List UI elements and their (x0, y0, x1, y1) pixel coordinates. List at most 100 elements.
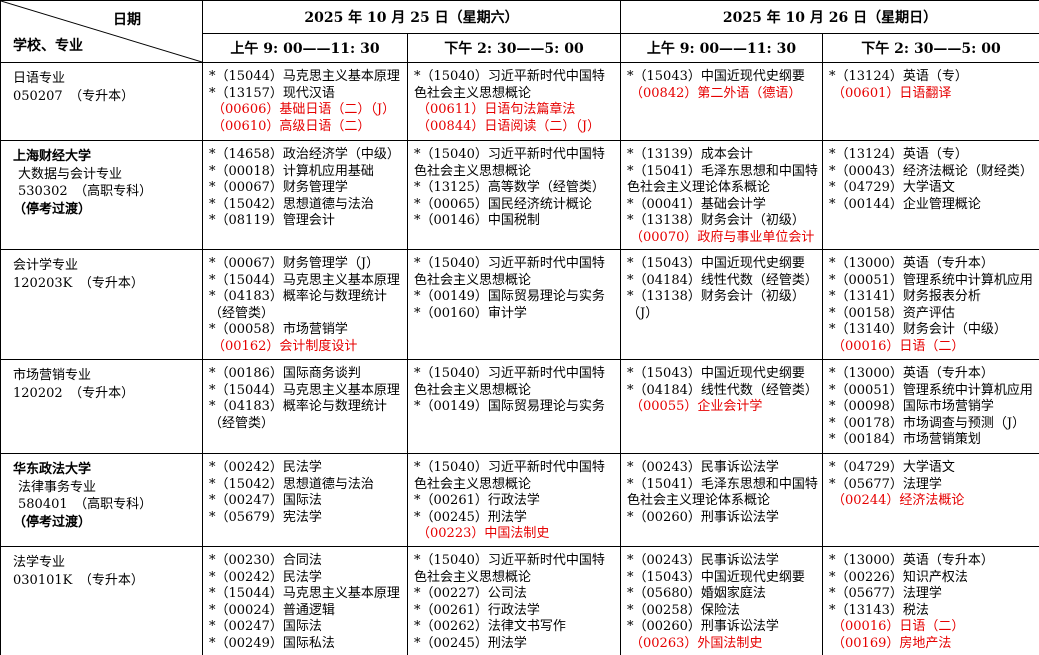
corner-school-label: 学校、专业 (13, 38, 83, 54)
course-entry: （00244）经济法概论 (832, 493, 965, 508)
course-entry: *（00149）国际贸易理论与实务 (414, 399, 605, 414)
major-label-line: 法学专业 (13, 555, 66, 570)
course-cell: *（15043）中国近现代史纲要 *（04184）线性代数（经管类） （00055）… (620, 359, 823, 454)
course-entry: *（04729）大学语文 (829, 460, 955, 475)
course-entry: *（13138）财务会计（初级）（J） (627, 289, 805, 321)
course-entry: *（15041）毛泽东思想和中国特色社会主义理论体系概论 (627, 476, 818, 509)
major-label-line: （停考过渡） (13, 201, 92, 217)
course-entry: *（00144）企业管理概论 (829, 196, 981, 212)
course-entry: *（15043）中国近现代史纲要 (627, 366, 805, 381)
major-label-line: （停考过渡） (13, 514, 92, 530)
course-entry: *（00041）基础会计学 (627, 196, 766, 212)
major-label-line: 530302 （高职专科） (18, 184, 153, 199)
course-entry: （00601）日语翻译 (832, 85, 952, 101)
course-cell: *（15040）习近平新时代中国特色社会主义思想概论 *（00149）国际贸易理论… (407, 249, 621, 360)
session-header-sat-am: 上午 9: 00——11: 30 (202, 33, 408, 63)
course-entry: *（00158）资产评估 (829, 305, 955, 321)
course-entry: （00223）中国法制史 (417, 526, 550, 541)
course-entry: *（00247）国际法 (209, 493, 322, 508)
course-entry: （00606）基础日语（二）（J） (212, 102, 396, 117)
course-entry: *（15040）习近平新时代中国特色社会主义思想概论 (414, 460, 605, 492)
course-entry: *（15044）马克思主义基本原理 (209, 272, 400, 288)
table-row: 法学专业 030101K （专升本） *（00230）合同法 *（00242）民法学 *… (0, 546, 1039, 655)
course-entry: *（00260）刑事诉讼法学 (627, 619, 779, 634)
course-entry: *（15042）思想道德与法治 (209, 476, 374, 492)
course-entry: *（05680）婚姻家庭法 (627, 586, 766, 601)
major-label-line: 030101K （专升本） (13, 572, 144, 588)
table-header: 日期 学校、专业 2025 年 10 月 25 日（星期六） 2025 年 10… (0, 0, 1039, 63)
major-label-line: 050207 （专升本） (13, 88, 135, 104)
course-entry: *（13000）英语（专升本） (829, 366, 994, 381)
course-cell: *（13124）英语（专） （00601）日语翻译 (822, 62, 1039, 141)
session-header-sun-am: 上午 9: 00——11: 30 (620, 33, 823, 63)
course-entry: *（15042）思想道德与法治 (209, 196, 374, 212)
table-row: 会计学专业 120203K （专升本） *（00067）财务管理学（J） *（1504… (0, 249, 1039, 360)
major-label-line: 上海财经大学 (13, 149, 92, 164)
corner-date-label: 日期 (113, 12, 141, 28)
course-entry: （00016）日语（二） (832, 619, 965, 634)
course-entry: *（00058）市场营销学 (209, 322, 348, 337)
table-row: 上海财经大学 大数据与会计专业 530302 （高职专科） （停考过渡） *（14658… (0, 140, 1039, 250)
course-entry: *（15044）马克思主义基本原理 (209, 69, 400, 84)
course-entry: *（15044）马克思主义基本原理 (209, 382, 400, 398)
course-entry: *（00242）民法学 (209, 569, 322, 585)
course-entry: *（00043）经济法概论（财经类） (829, 163, 1033, 179)
course-entry: *（04183）概率论与数理统计（经管类） (209, 399, 387, 431)
course-entry: （00844）日语阅读（二）（J） (417, 118, 601, 134)
course-entry: *（00249）国际私法 (209, 635, 335, 651)
course-cell: *（13000）英语（专升本） *（00226）知识产权法 *（05677）法理学 *… (822, 546, 1039, 655)
course-cell: *（14658）政治经济学（中级） *（00018）计算机应用基础 *（00067）… (202, 140, 408, 250)
course-cell: *（15043）中国近现代史纲要 （00842）第二外语（德语） (620, 62, 823, 141)
course-cell: *（13139）成本会计 *（15041）毛泽东思想和中国特色社会主义理论体系概论… (620, 140, 823, 250)
course-entry: *（15043）中国近现代史纲要 (627, 256, 805, 271)
course-cell: *（15044）马克思主义基本原理 *（13157）现代汉语 （00606）基础日语… (202, 62, 408, 141)
course-cell: *（00243）民事诉讼法学 *（15041）毛泽东思想和中国特色社会主义理论体系… (620, 453, 823, 547)
course-entry: *（00149）国际贸易理论与实务 (414, 289, 605, 304)
course-entry: *（00146）中国税制 (414, 213, 540, 228)
diagonal-divider-line (1, 1, 202, 62)
major-label-cell: 上海财经大学 大数据与会计专业 530302 （高职专科） （停考过渡） (0, 140, 203, 250)
course-entry: *（15041）毛泽东思想和中国特色社会主义理论体系概论 (627, 163, 818, 196)
course-entry: *（00258）保险法 (627, 602, 740, 618)
course-entry: *（15043）中国近现代史纲要 (627, 569, 805, 585)
course-entry: *（04183）概率论与数理统计（经管类） (209, 289, 387, 321)
course-entry: （00016）日语（二） (832, 338, 965, 354)
course-entry: *（13143）税法 (829, 602, 929, 618)
course-cell: *（13000）英语（专升本） *（00051）管理系统中计算机应用 *（13141… (822, 249, 1039, 360)
course-entry: *（05679）宪法学 (209, 509, 322, 525)
course-entry: *（00067）财务管理学 (209, 180, 348, 195)
table-row: 市场营销专业 120202 （专升本） *（00186）国际商务谈判 *（15044）… (0, 359, 1039, 454)
major-label-line: 华东政法大学 (13, 462, 92, 477)
course-entry: *（00261）行政法学 (414, 493, 540, 508)
course-entry: *（13124）英语（专） (829, 69, 968, 84)
course-entry: *（15040）习近平新时代中国特色社会主义思想概论 (414, 69, 605, 101)
course-entry: *（13138）财务会计（初级） (627, 213, 805, 228)
session-header-sat-pm: 下午 2: 30——5: 00 (407, 33, 621, 63)
date-header-saturday: 2025 年 10 月 25 日（星期六） (202, 0, 621, 34)
course-cell: *（00186）国际商务谈判 *（15044）马克思主义基本原理 *（04183）概… (202, 359, 408, 454)
course-entry: *（15044）马克思主义基本原理 (209, 586, 400, 601)
course-entry: *（00227）公司法 (414, 586, 527, 601)
course-entry: *（00226）知识产权法 (829, 569, 968, 585)
course-entry: *（00243）民事诉讼法学 (627, 460, 779, 475)
course-cell: *（15040）习近平新时代中国特色社会主义思想概论 *（00149）国际贸易理论… (407, 359, 621, 454)
date-header-sunday: 2025 年 10 月 26 日（星期日） (620, 0, 1039, 34)
course-entry: *（15040）习近平新时代中国特色社会主义思想概论 (414, 553, 605, 585)
course-entry: *（00018）计算机应用基础 (209, 163, 374, 179)
course-entry: *（00186）国际商务谈判 (209, 366, 361, 381)
course-entry: *（14658）政治经济学（中级） (209, 147, 400, 162)
corner-header-cell: 日期 学校、专业 (0, 0, 203, 63)
course-cell: *（00242）民法学 *（15042）思想道德与法治 *（00247）国际法 *（0… (202, 453, 408, 547)
course-entry: （00070）政府与事业单位会计 (630, 229, 815, 245)
course-entry: *（13124）英语（专） (829, 147, 968, 162)
major-label-line: 日语专业 (13, 71, 66, 86)
course-cell: *（00230）合同法 *（00242）民法学 *（15044）马克思主义基本原理 *… (202, 546, 408, 655)
course-cell: *（13124）英语（专） *（00043）经济法概论（财经类） *（04729）大… (822, 140, 1039, 250)
schedule-body: 日语专业 050207 （专升本） *（15044）马克思主义基本原理 *（13157… (0, 62, 1039, 655)
course-entry: *（00051）管理系统中计算机应用 (829, 382, 1033, 398)
course-entry: *（15043）中国近现代史纲要 (627, 69, 805, 84)
course-entry: *（04184）线性代数（经管类） (627, 272, 818, 288)
course-entry: *（15040）习近平新时代中国特色社会主义思想概论 (414, 256, 605, 288)
course-entry: *（04729）大学语文 (829, 180, 955, 195)
